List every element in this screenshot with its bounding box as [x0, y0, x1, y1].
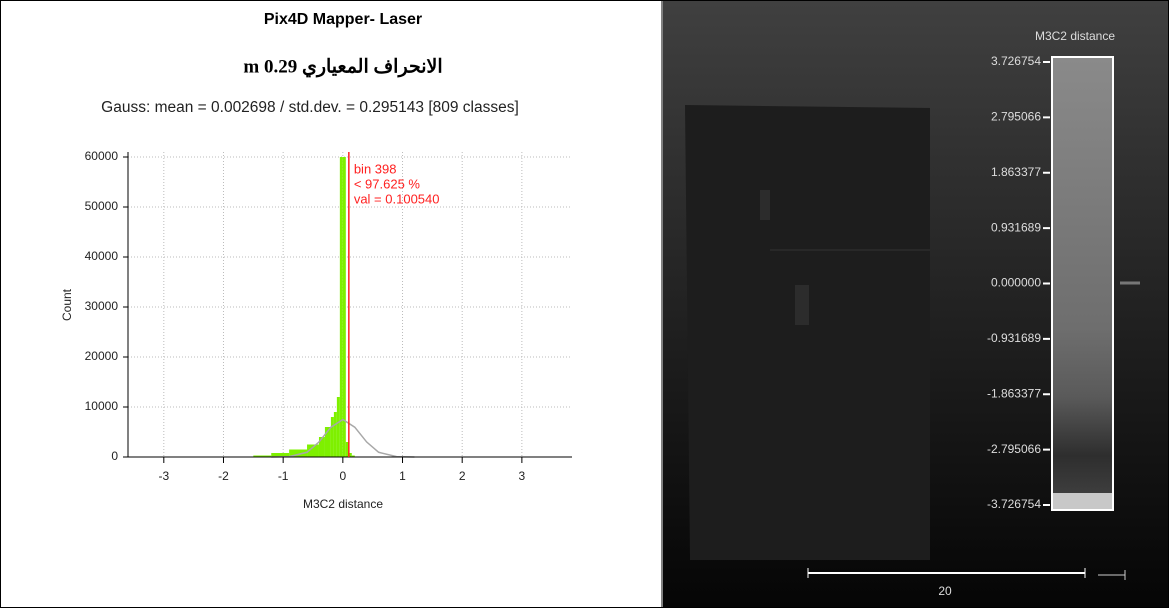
colorbar-tick-label: 0.000000	[991, 276, 1041, 290]
x-tick-label: -1	[278, 469, 289, 483]
colorbar-tick-label: 1.863377	[991, 165, 1041, 179]
colorbar-tick-label: -3.726754	[987, 497, 1041, 511]
x-tick-label: 2	[459, 469, 466, 483]
marker-label: bin 398	[354, 161, 397, 176]
colorbar-title: M3C2 distance	[1035, 29, 1115, 43]
colorbar-tick-label: 0.931689	[991, 220, 1041, 234]
figure: 20 Pix4D Mapper- Laser الانحراف المعياري…	[0, 0, 1169, 608]
x-tick-label: -3	[158, 469, 169, 483]
marker-label: < 97.625 %	[354, 176, 421, 191]
x-axis-label: M3C2 distance	[303, 497, 383, 511]
y-axis-label: Count	[60, 288, 74, 321]
x-tick-label: 0	[339, 469, 346, 483]
histogram-bar	[343, 157, 346, 457]
y-tick-label: 60000	[85, 149, 119, 163]
colorbar-low-band	[1053, 493, 1112, 509]
colorbar-tick-label: -2.795066	[987, 442, 1041, 456]
chart-title: Pix4D Mapper- Laser	[264, 11, 422, 28]
scale-bar-label: 20	[938, 584, 952, 598]
y-tick-label: 0	[111, 449, 118, 463]
colorbar-tick-label: 2.795066	[991, 110, 1041, 124]
y-tick-label: 50000	[85, 199, 119, 213]
histogram-bar	[337, 397, 340, 457]
window	[795, 285, 809, 325]
colorbar-tick-label: -1.863377	[987, 386, 1041, 400]
building	[685, 105, 930, 560]
histogram-bar	[340, 157, 343, 457]
y-tick-label: 10000	[85, 399, 119, 413]
colorbar-tick-label: -0.931689	[987, 331, 1041, 345]
colorbar	[1052, 57, 1113, 510]
y-tick-label: 30000	[85, 299, 119, 313]
x-tick-label: 3	[519, 469, 526, 483]
x-tick-label: -2	[218, 469, 229, 483]
histogram-bar	[331, 417, 334, 457]
window	[760, 190, 770, 220]
marker-label: val = 0.100540	[354, 191, 440, 206]
x-tick-label: 1	[399, 469, 406, 483]
y-tick-label: 40000	[85, 249, 119, 263]
histogram-bar	[334, 412, 337, 457]
stats-text: Gauss: mean = 0.002698 / std.dev. = 0.29…	[101, 99, 519, 116]
y-tick-label: 20000	[85, 349, 119, 363]
chart-subtitle: الانحراف المعياري 0.29 m	[243, 56, 442, 78]
colorbar-tick-label: 3.726754	[991, 54, 1041, 68]
